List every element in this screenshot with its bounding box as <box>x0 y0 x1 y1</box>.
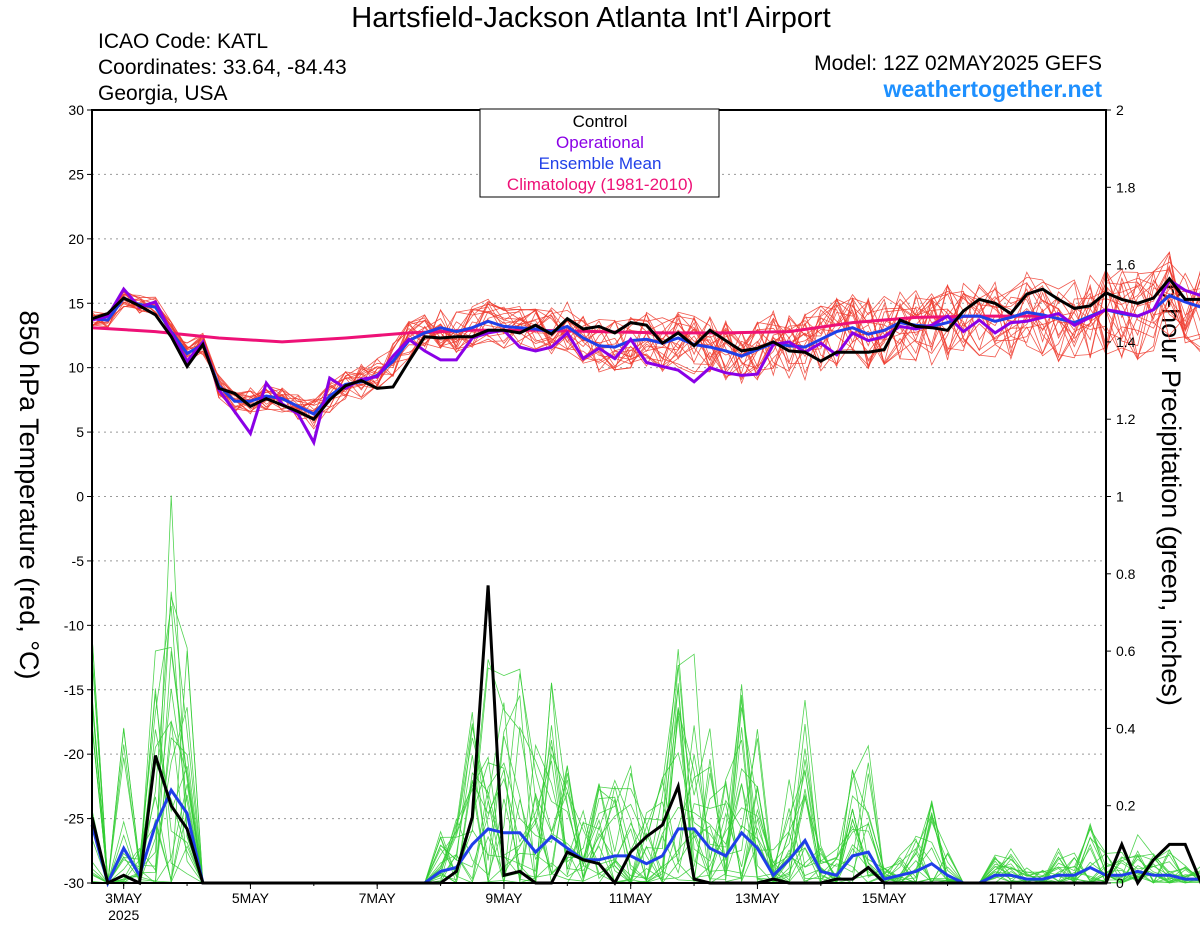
plot-frame <box>91 109 1107 884</box>
legend-ensemble-mean: Ensemble Mean <box>539 154 662 173</box>
y-right-tick-label: 1.2 <box>1116 411 1136 427</box>
y-left-tick-label: -25 <box>64 811 84 827</box>
y-left-tick-label: -30 <box>64 875 84 891</box>
y-left-tick-label: -15 <box>64 682 84 698</box>
site-brand[interactable]: weathertogether.net <box>882 76 1102 102</box>
data-series <box>90 276 1200 888</box>
precipitation-member-line <box>91 650 1200 884</box>
y-left-tick-label: 20 <box>68 231 84 247</box>
temperature-member-line <box>91 264 1200 409</box>
temperature-member-line <box>91 261 1200 415</box>
y-right-tick-label: 2 <box>1116 102 1124 118</box>
y-left-tick-label: 5 <box>76 424 84 440</box>
x-tick-label: 13MAY <box>735 890 781 906</box>
y-right-tick-label: 1 <box>1116 489 1124 505</box>
x-tick-label: 15MAY <box>862 890 908 906</box>
legend-climatology: Climatology (1981-2010) <box>507 175 693 194</box>
precipitation-member-line <box>91 688 1200 884</box>
temperature-member-line <box>91 271 1200 419</box>
y-right-tick-label: 0.4 <box>1116 720 1136 736</box>
legend: Control Operational Ensemble Mean Climat… <box>479 108 720 198</box>
model-run: Model: 12Z 02MAY2025 GEFS <box>814 52 1102 75</box>
x-tick-label: 5MAY <box>232 890 270 906</box>
gridlines <box>92 173 1106 820</box>
temperature-member-line <box>91 276 1200 413</box>
ensemble-members <box>91 251 1200 885</box>
precipitation-member-line <box>91 635 1200 885</box>
y-left-tick-label: -20 <box>64 746 84 762</box>
precipitation-member-line <box>91 688 1200 884</box>
icao-code: ICAO Code: KATL <box>98 30 268 53</box>
y-left-tick-label: -10 <box>64 617 84 633</box>
y-left-tick-label: 0 <box>76 489 84 505</box>
axes: 302520151050-5-10-15-20-25-3021.81.61.41… <box>64 102 1136 923</box>
precipitation-member-line <box>91 605 1200 884</box>
chart-title: Hartsfield-Jackson Atlanta Int'l Airport <box>351 2 830 34</box>
y-left-tick-label: 10 <box>68 360 84 376</box>
y-left-tick-label: 25 <box>68 166 84 182</box>
x-tick-sublabel: 2025 <box>108 907 139 923</box>
y-left-tick-label: 30 <box>68 102 84 118</box>
precipitation-member-line <box>91 726 1200 884</box>
x-tick-label: 17MAY <box>989 890 1035 906</box>
x-tick-label: 11MAY <box>609 890 653 906</box>
y-left-tick-label: 15 <box>68 295 84 311</box>
legend-box <box>479 108 720 198</box>
y-right-tick-label: 1.4 <box>1116 334 1136 350</box>
y-right-tick-label: 1.6 <box>1116 257 1136 273</box>
precipitation-member-line <box>91 710 1200 884</box>
temperature-member-line <box>91 271 1200 410</box>
coordinates: Coordinates: 33.64, -84.43 <box>98 56 347 79</box>
y-right-tick-label: 0.8 <box>1116 566 1136 582</box>
region: Georgia, USA <box>98 82 228 105</box>
x-tick-label: 3MAY <box>105 890 143 906</box>
x-tick-label: 7MAY <box>359 890 397 906</box>
y-right-tick-label: 0.6 <box>1116 643 1136 659</box>
legend-control: Control <box>573 112 628 131</box>
y-right-tick-label: 0 <box>1116 875 1124 891</box>
y-left-tick-label: -5 <box>72 553 85 569</box>
legend-operational: Operational <box>556 133 644 152</box>
precipitation-member-line <box>91 722 1200 884</box>
precipitation-member-line <box>91 703 1200 884</box>
y-axis-right-label: 6-hour Precipitation (green, inches) <box>1156 284 1186 706</box>
y-right-tick-label: 0.2 <box>1116 798 1136 814</box>
precipitation-member-line <box>91 665 1200 884</box>
precipitation-member-line <box>91 634 1200 884</box>
y-axis-left-label: 850 hPa Temperature (red, °C) <box>14 311 44 680</box>
y-right-tick-label: 1.8 <box>1116 179 1136 195</box>
temperature-member-line <box>91 268 1200 421</box>
precipitation-member-line <box>91 737 1200 884</box>
x-tick-label: 9MAY <box>485 890 523 906</box>
temperature-operational-line <box>91 277 1200 447</box>
precipitation-control-line <box>90 585 1200 887</box>
temperature-control-line <box>91 276 1200 422</box>
